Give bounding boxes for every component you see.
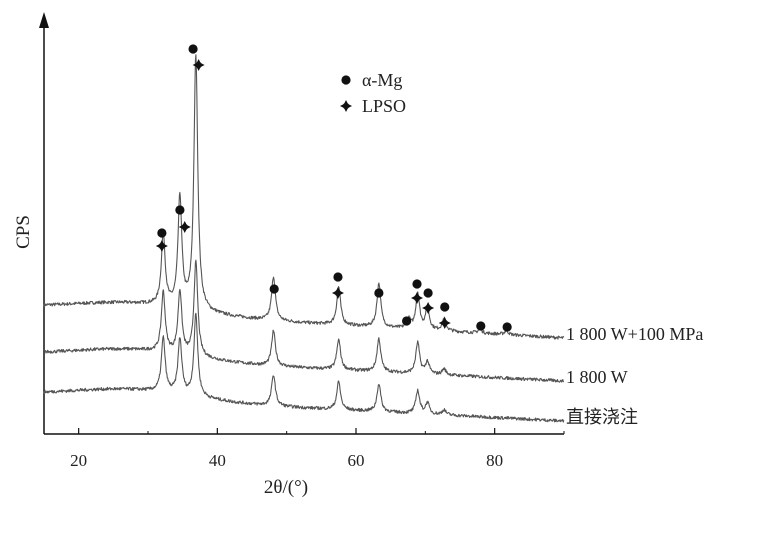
alpha-mg-marker (333, 272, 343, 282)
curves (43, 54, 565, 423)
lpso-marker-core (195, 61, 202, 69)
alpha-mg-marker (188, 44, 198, 54)
lpso-marker-core (424, 304, 432, 312)
alpha-mg-marker (157, 228, 167, 238)
alpha-mg-marker (502, 322, 512, 332)
alpha-mg-marker (412, 279, 422, 289)
xrd-curve (43, 259, 565, 383)
series-label: 1 800 W+100 MPa (566, 324, 703, 344)
lpso-marker-core (158, 242, 166, 250)
x-ticks: 20 40 60 80 (70, 428, 565, 470)
lpso-marker-core (181, 223, 188, 231)
lpso-marker (340, 100, 352, 112)
legend: α-Mg LPSO (340, 70, 406, 116)
alpha-mg-marker (269, 284, 279, 294)
lpso-marker (438, 317, 451, 329)
x-tick-label: 60 (348, 451, 365, 470)
alpha-mg-marker (341, 75, 351, 85)
lpso-marker (331, 287, 344, 299)
lpso-marker-core (413, 294, 421, 302)
lpso-marker-core (342, 102, 350, 110)
xrd-curve (43, 312, 565, 423)
peak-markers (155, 44, 512, 332)
series-label: 1 800 W (566, 367, 628, 387)
legend-label: LPSO (362, 96, 406, 116)
legend-label: α-Mg (362, 70, 402, 90)
alpha-mg-marker (175, 205, 185, 215)
x-axis-title: 2θ/(°) (264, 477, 308, 498)
xrd-curve (43, 54, 565, 340)
y-axis-title: CPS (13, 215, 34, 249)
alpha-mg-marker (440, 302, 450, 312)
curve-labels: 1 800 W+100 MPa 1 800 W 直接浇注 (566, 324, 703, 427)
lpso-marker (178, 221, 191, 233)
lpso-marker-core (441, 319, 448, 327)
axes: 20 40 60 80 (39, 12, 565, 470)
x-tick-label: 40 (209, 451, 226, 470)
lpso-marker (422, 302, 435, 314)
alpha-mg-marker (423, 288, 433, 298)
series-label: 直接浇注 (566, 407, 638, 427)
alpha-mg-marker (476, 321, 486, 331)
lpso-marker (155, 240, 168, 252)
y-axis-arrow-icon (39, 12, 49, 28)
lpso-marker (192, 59, 205, 71)
x-tick-label: 20 (70, 451, 87, 470)
lpso-marker-core (334, 289, 342, 297)
x-tick-label: 80 (486, 451, 503, 470)
alpha-mg-marker (402, 316, 412, 326)
lpso-marker (411, 292, 424, 304)
alpha-mg-marker (374, 288, 384, 298)
